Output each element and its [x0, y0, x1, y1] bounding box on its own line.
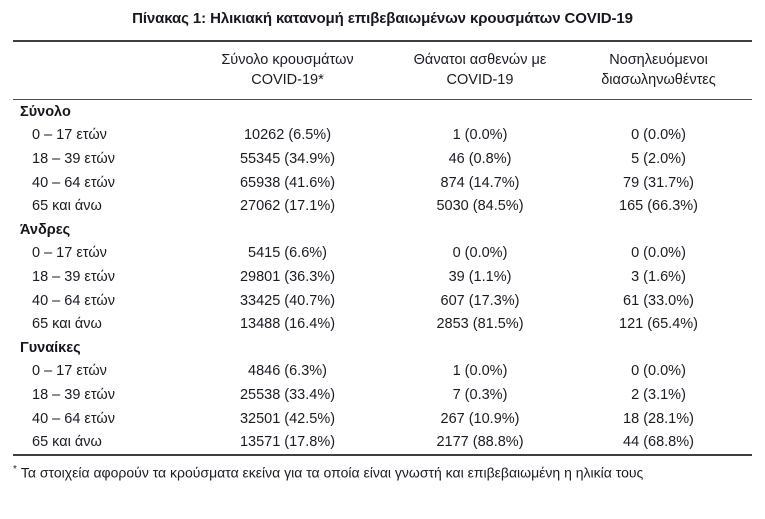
age-group-label: 18 – 39 ετών — [32, 150, 115, 167]
deaths-value: 2177 (88.8%) — [436, 434, 524, 451]
footnote-asterisk-marker: * — [13, 463, 17, 475]
cases-value: 65938 (41.6%) — [239, 174, 336, 191]
table-body: Σύνολο 0 – 17 ετών 10262 (6.5%) 1 (0.0%)… — [13, 100, 752, 455]
intubated-value: 61 (33.0%) — [623, 292, 694, 309]
section-women: Γυναίκες — [13, 336, 752, 360]
deaths-value: 39 (1.1%) — [448, 268, 512, 285]
cases-value: 29801 (36.3%) — [239, 268, 336, 285]
deaths-value: 0 (0.0%) — [452, 245, 508, 262]
cases-value: 13571 (17.8%) — [239, 434, 336, 451]
table-row: 0 – 17 ετών 5415 (6.6%) 0 (0.0%) 0 (0.0%… — [13, 242, 752, 266]
intubated-value: 44 (68.8%) — [623, 434, 694, 451]
intubated-value: 0 (0.0%) — [631, 245, 686, 262]
header-deaths-line2: COVID-19 — [446, 72, 514, 88]
header-deaths-line1: Θάνατοι ασθενών με — [413, 52, 547, 68]
cases-value: 33425 (40.7%) — [239, 292, 336, 309]
section-total: Σύνολο — [13, 100, 752, 124]
age-group-label: 40 – 64 ετών — [32, 174, 115, 191]
header-total-cases: Σύνολο κρουσμάτων COVID-19* — [180, 41, 395, 100]
table-row: 18 – 39 ετών 25538 (33.4%) 7 (0.3%) 2 (3… — [13, 383, 752, 407]
footnote-text: Τα στοιχεία αφορούν τα κρούσματα εκείνα … — [20, 464, 644, 481]
intubated-value: 5 (2.0%) — [631, 150, 686, 167]
section-men: Άνδρες — [13, 218, 752, 242]
deaths-value: 5030 (84.5%) — [436, 198, 524, 215]
age-group-label: 0 – 17 ετών — [32, 363, 107, 380]
report-page: Πίνακας 1: Ηλικιακή κατανομή επιβεβαιωμέ… — [13, 10, 752, 482]
header-total-cases-line1: Σύνολο κρουσμάτων — [221, 52, 354, 68]
intubated-value: 18 (28.1%) — [623, 410, 694, 427]
intubated-value: 3 (1.6%) — [631, 268, 686, 285]
table-row: 0 – 17 ετών 4846 (6.3%) 1 (0.0%) 0 (0.0%… — [13, 360, 752, 384]
deaths-value: 267 (10.9%) — [440, 410, 520, 427]
age-group-label: 65 και άνω — [32, 316, 102, 333]
table-row: 0 – 17 ετών 10262 (6.5%) 1 (0.0%) 0 (0.0… — [13, 124, 752, 148]
cases-value: 13488 (16.4%) — [239, 316, 336, 333]
table-row: 65 και άνω 13488 (16.4%) 2853 (81.5%) 12… — [13, 312, 752, 336]
age-group-label: 65 και άνω — [32, 434, 102, 451]
age-group-label: 40 – 64 ετών — [32, 410, 115, 427]
age-group-label: 40 – 64 ετών — [32, 292, 115, 309]
header-intubated: Νοσηλευόμενοι διασωληνωθέντες — [565, 41, 752, 100]
cases-value: 4846 (6.3%) — [248, 363, 327, 380]
deaths-value: 607 (17.3%) — [440, 292, 520, 309]
intubated-value: 0 (0.0%) — [631, 363, 686, 380]
section-header: Γυναίκες — [20, 339, 81, 356]
table-header: Σύνολο κρουσμάτων COVID-19* Θάνατοι ασθε… — [13, 41, 752, 100]
header-empty-cell — [13, 41, 180, 100]
table-row: 18 – 39 ετών 55345 (34.9%) 46 (0.8%) 5 (… — [13, 147, 752, 171]
cases-value: 55345 (34.9%) — [239, 150, 336, 167]
table-row: 40 – 64 ετών 33425 (40.7%) 607 (17.3%) 6… — [13, 289, 752, 313]
deaths-value: 46 (0.8%) — [448, 150, 512, 167]
deaths-value: 1 (0.0%) — [452, 127, 508, 144]
table-row: 65 και άνω 27062 (17.1%) 5030 (84.5%) 16… — [13, 194, 752, 218]
intubated-value: 121 (65.4%) — [619, 316, 698, 333]
age-group-label: 18 – 39 ετών — [32, 386, 115, 403]
intubated-value: 0 (0.0%) — [631, 127, 686, 144]
cases-value: 10262 (6.5%) — [243, 127, 332, 144]
table-title: Πίνακας 1: Ηλικιακή κατανομή επιβεβαιωμέ… — [132, 10, 633, 27]
age-group-label: 0 – 17 ετών — [32, 127, 107, 144]
deaths-value: 2853 (81.5%) — [436, 316, 524, 333]
cases-value: 25538 (33.4%) — [239, 386, 336, 403]
header-intubated-line1: Νοσηλευόμενοι — [609, 52, 708, 68]
deaths-value: 1 (0.0%) — [452, 363, 508, 380]
section-header: Σύνολο — [20, 103, 71, 120]
cases-value: 32501 (42.5%) — [239, 410, 336, 427]
intubated-value: 79 (31.7%) — [623, 174, 694, 191]
footnote: * Τα στοιχεία αφορούν τα κρούσματα εκείνα… — [13, 461, 752, 482]
header-deaths: Θάνατοι ασθενών με COVID-19 — [395, 41, 565, 100]
age-group-label: 0 – 17 ετών — [32, 245, 107, 262]
table-row: 65 και άνω 13571 (17.8%) 2177 (88.8%) 44… — [13, 430, 752, 455]
intubated-value: 2 (3.1%) — [631, 386, 686, 403]
table-row: 40 – 64 ετών 65938 (41.6%) 874 (14.7%) 7… — [13, 171, 752, 195]
age-group-label: 18 – 39 ετών — [32, 268, 115, 285]
intubated-value: 165 (66.3%) — [619, 198, 698, 215]
age-group-label: 65 και άνω — [32, 198, 102, 215]
header-total-cases-line2: COVID-19* — [251, 72, 324, 88]
table-row: 40 – 64 ετών 32501 (42.5%) 267 (10.9%) 1… — [13, 407, 752, 431]
section-header: Άνδρες — [20, 221, 71, 238]
deaths-value: 874 (14.7%) — [440, 174, 520, 191]
table-row: 18 – 39 ετών 29801 (36.3%) 39 (1.1%) 3 (… — [13, 265, 752, 289]
covid-age-distribution-table: Σύνολο κρουσμάτων COVID-19* Θάνατοι ασθε… — [13, 40, 752, 456]
cases-value: 27062 (17.1%) — [239, 198, 336, 215]
cases-value: 5415 (6.6%) — [248, 245, 327, 262]
header-intubated-line2: διασωληνωθέντες — [601, 72, 716, 88]
deaths-value: 7 (0.3%) — [452, 386, 508, 403]
